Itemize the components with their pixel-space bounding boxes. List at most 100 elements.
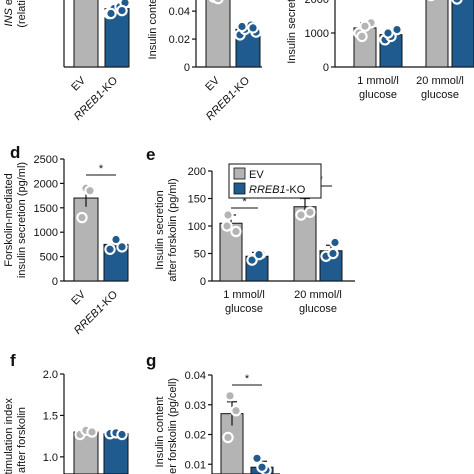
p4-legend-swatch-ko [233,182,246,195]
p3-ylabel-line1: Forskolin-mediated [3,173,15,267]
p2-y-tick-label: 1000 [305,28,329,40]
p6-y-tick-label: 0.03 [185,400,206,412]
p2-group-0-line2: glucose [359,89,397,101]
p4-panel-letter: e [146,145,155,164]
p4-group-0-line2: glucose [225,303,263,315]
p3-y-tick-label: 500 [40,252,58,264]
p6-ylabel-line1: Insulin content [154,397,166,468]
p2-y-tick-label: 2000 [305,0,329,6]
panel-g: g 0.04 0.03 0.02 0.01 * Insulin content after f… [146,351,280,474]
p4-legend-swatch-ev [233,167,246,180]
p6-y-tick-label: 0.01 [185,459,206,471]
p3-ev-bar [73,197,99,282]
p5-ko-bar [103,433,129,474]
p0-ko-point [117,5,127,16]
p5-ko-point [117,429,127,440]
p3-significance-label: * [99,163,104,175]
p5-ylabel-line2: after forskolin [16,407,28,473]
p1-ev-bar [205,0,231,68]
panel-top-right: 2000 1000 0 1 mmol/l glucose 20 mmol/l glucose… [286,0,474,101]
p3-y-tick-label: 1500 [34,203,58,215]
p3-ev-point [85,185,95,196]
panel-e: e 200 150 100 50 0 1 mmol/l glucose 20 mmol/l glu… [146,145,355,315]
p4-legend-label-ev: EV [249,169,264,181]
p2-ko-0-point [392,24,402,35]
p2-ev-1-bar [425,0,449,68]
p4-y-tick-label: 50 [194,249,206,261]
p3-ko-point [117,242,127,252]
p2-ko-1-point [452,0,462,4]
p5-y-tick-label: 1.5 [43,410,58,422]
p4-legend: EV RREB1-KO [228,163,322,199]
p1-y-tick-label: 0 [184,62,190,74]
p6-ylabel-line2: after forskolin (pg/cell) [167,378,179,474]
p4-ev-0-point [223,210,233,220]
p6-ev-point [231,405,241,416]
p4-ev-0-point [231,226,241,237]
p4-group-0-line1: 1 mmol/l [223,289,265,301]
p0-ylabel-line1: INS expre [3,0,15,26]
p4-ko-0-point [254,249,264,260]
p5-ylabel-line1: Stimulation index [3,398,15,474]
p1-ylabel: Insulin content [147,0,159,59]
p5-ev-point [87,427,97,437]
p6-panel-letter: g [146,351,156,370]
p6-ko-point [257,462,267,473]
p4-y-tick-label: 100 [188,221,206,233]
p4-group-1-line2: glucose [299,303,337,315]
p5-y-tick-label: 1.0 [43,452,58,464]
p6-ko-point [252,453,262,464]
p2-ylabel: Insulin secretion [286,0,298,64]
p3-ev-point [77,212,87,223]
p4-significance-1mm-label: * [242,196,247,208]
p2-ev-0-point [360,21,370,31]
p4-legend-label-ko: RREB1-KO [249,184,306,196]
p4-ko-0-point [247,255,257,265]
p3-ylabel-line2: insulin secretion (pg/ml) [16,162,28,278]
panel-d: d 25002000150010005000*EVRREB1-KOForskoli… [3,143,129,337]
p3-ko-point [111,234,121,245]
p1-ev-point [213,0,223,4]
p2-ko-1-bar [451,0,474,68]
p0-ev-bar [73,0,99,68]
p2-y-tick-label: 0 [323,62,329,74]
p4-y-tick-label: 150 [188,194,206,206]
p0-x-label-ev: EV [69,74,88,93]
p6-y-tick-label: 0.02 [185,430,206,442]
p3-y-tick-label: 0 [52,276,58,288]
p6-y-tick-label: 0.04 [185,370,206,382]
p0-ko-point [106,8,116,19]
p6-ev-point [223,432,233,443]
p3-panel-letter: d [10,143,20,162]
p4-group-1-line1: 20 mmol/l [294,289,342,301]
p4-y-tick-label: 200 [188,166,206,178]
p4-ylabel-line1: Insulin secretion [154,190,166,270]
p2-group-1-line2: glucose [421,89,459,101]
p2-ko-0-point [383,28,393,38]
p0-ylabel-line2: (relative to [16,0,28,28]
p2-group-1-line1: 20 mmol/l [416,75,464,87]
p5-y-tick-label: 2.0 [43,369,58,381]
p2-group-0-line1: 1 mmol/l [357,75,399,87]
p2-ev-0-point [357,31,367,42]
p1-ko-point [248,23,258,33]
p6-ev-point [225,391,235,401]
p4-ko-1-point [330,237,340,248]
p4-ev-1-point [296,210,306,220]
p1-y-tick-label: 0.04 [169,6,190,18]
p1-x-label-ev: EV [203,74,222,93]
p5-panel-letter: f [10,351,16,370]
p6-significance-label: * [245,373,250,385]
p4-ylabel-line2: after forskolin (pg/ml) [167,178,179,281]
panel-f: f 2.0 1.5 1.0 Stimulation index after forskol… [3,351,129,474]
p1-y-tick-label: 0.02 [169,34,190,46]
p4-ev-0-point [222,221,232,231]
p4-ko-1-point [328,248,338,259]
p4-y-tick-label: 0 [200,276,206,288]
p3-y-tick-label: 2000 [34,178,58,190]
p3-y-tick-label: 1000 [34,227,58,239]
p3-ko-point [105,244,115,255]
p3-x-label-ev: EV [69,288,88,307]
